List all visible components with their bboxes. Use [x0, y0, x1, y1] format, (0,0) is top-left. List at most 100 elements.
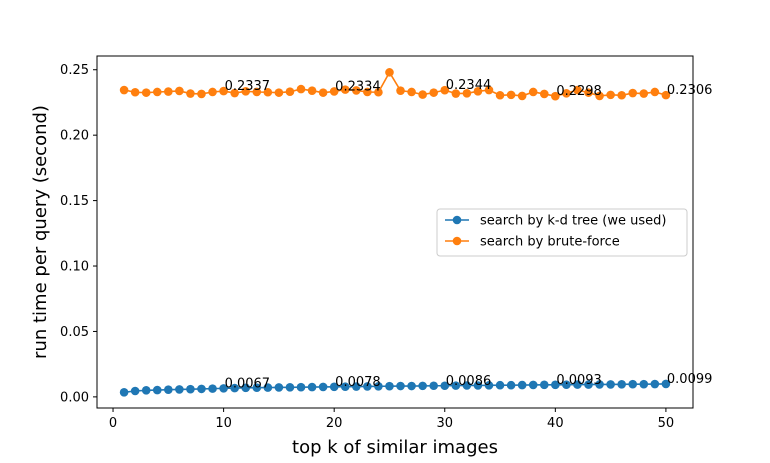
data-point	[650, 87, 660, 97]
data-point	[230, 383, 239, 393]
y-axis-ticks: 0.00 0.05 0.10 0.15 0.20 0.25	[60, 63, 97, 405]
data-point	[274, 88, 284, 97]
data-point	[119, 387, 129, 397]
data-point	[639, 89, 649, 98]
legend-entry-label: search by brute-force	[480, 235, 620, 250]
data-point	[307, 86, 317, 95]
data-point	[274, 383, 284, 392]
y-tick-label: 0.15	[60, 194, 89, 209]
data-point	[219, 384, 228, 393]
data-point	[528, 87, 538, 97]
data-point	[164, 385, 173, 394]
data-point	[595, 91, 604, 101]
x-axis-label: top k of similar images	[292, 437, 498, 458]
annotation-layer: 0.0067 0.0078 0.0086 0.0093 0.0099 0.2337 0.23…	[225, 78, 713, 391]
data-point	[175, 86, 184, 96]
data-point	[351, 382, 361, 391]
data-point	[396, 86, 405, 95]
data-point	[462, 88, 472, 98]
data-point	[584, 380, 593, 389]
legend: search by k-d tree (we used) search by br…	[436, 208, 688, 257]
data-point	[385, 68, 394, 77]
data-label: 0.0067	[225, 376, 270, 391]
data-point	[318, 88, 328, 97]
data-point	[385, 381, 394, 391]
data-point	[551, 91, 560, 101]
data-point	[606, 380, 615, 389]
data-point	[440, 85, 450, 95]
data-point	[584, 88, 593, 97]
data-point	[329, 87, 339, 96]
data-point	[263, 87, 273, 97]
data-point	[374, 381, 383, 391]
data-point	[208, 384, 217, 393]
data-point	[296, 84, 306, 94]
data-point	[363, 382, 372, 391]
data-label: 0.2298	[556, 84, 602, 99]
data-point	[650, 379, 660, 389]
data-label: 0.2344	[446, 78, 492, 93]
data-point	[506, 90, 516, 100]
data-point	[595, 380, 604, 389]
data-point	[186, 89, 195, 98]
data-point	[506, 380, 516, 390]
data-point	[628, 379, 638, 389]
x-tick-label: 10	[215, 416, 232, 431]
legend-entry-label: search by k-d tree (we used)	[480, 214, 666, 229]
data-point	[164, 87, 173, 96]
legend-box	[436, 208, 688, 257]
y-axis-label: run time per query (second)	[30, 105, 51, 359]
data-point	[141, 88, 151, 97]
data-point	[340, 382, 350, 391]
data-point	[363, 87, 372, 97]
data-point	[296, 382, 306, 392]
data-point	[285, 87, 295, 97]
data-point	[208, 87, 217, 97]
data-point	[396, 381, 405, 391]
data-point	[473, 87, 483, 96]
data-point	[152, 87, 162, 97]
data-point	[152, 385, 162, 395]
data-point	[285, 383, 295, 392]
series-layer	[119, 68, 671, 397]
data-point	[307, 382, 317, 392]
data-point	[219, 86, 228, 96]
data-point	[451, 381, 461, 390]
data-point	[407, 87, 416, 97]
data-point	[329, 382, 339, 392]
data-point	[462, 381, 472, 390]
data-point	[484, 85, 494, 95]
data-point	[374, 87, 383, 97]
data-point	[197, 89, 206, 99]
data-point	[429, 88, 439, 97]
data-point	[573, 85, 582, 95]
data-point	[484, 381, 494, 390]
data-point	[539, 380, 549, 390]
data-label: 0.2306	[667, 83, 713, 98]
x-axis-ticks: 0 10 20 30 40 50	[109, 408, 674, 431]
data-point	[551, 380, 560, 390]
x-tick-label: 0	[109, 416, 117, 431]
x-tick-label: 30	[436, 416, 453, 431]
data-label: 0.2337	[225, 79, 270, 94]
data-point	[473, 381, 483, 390]
data-point	[141, 386, 151, 395]
x-tick-label: 50	[658, 416, 675, 431]
data-point	[340, 85, 350, 94]
data-point	[130, 87, 140, 97]
data-point	[617, 90, 626, 100]
data-point	[539, 89, 549, 99]
y-tick-label: 0.20	[60, 129, 89, 144]
data-label: 0.0078	[335, 375, 381, 390]
data-point	[197, 384, 206, 394]
plot-frame	[96, 55, 694, 409]
data-point	[628, 88, 638, 98]
data-point	[407, 381, 416, 391]
data-point	[252, 383, 262, 393]
data-point	[661, 379, 671, 389]
data-point	[606, 90, 615, 100]
data-point	[495, 90, 505, 100]
x-tick-label: 20	[326, 416, 343, 431]
